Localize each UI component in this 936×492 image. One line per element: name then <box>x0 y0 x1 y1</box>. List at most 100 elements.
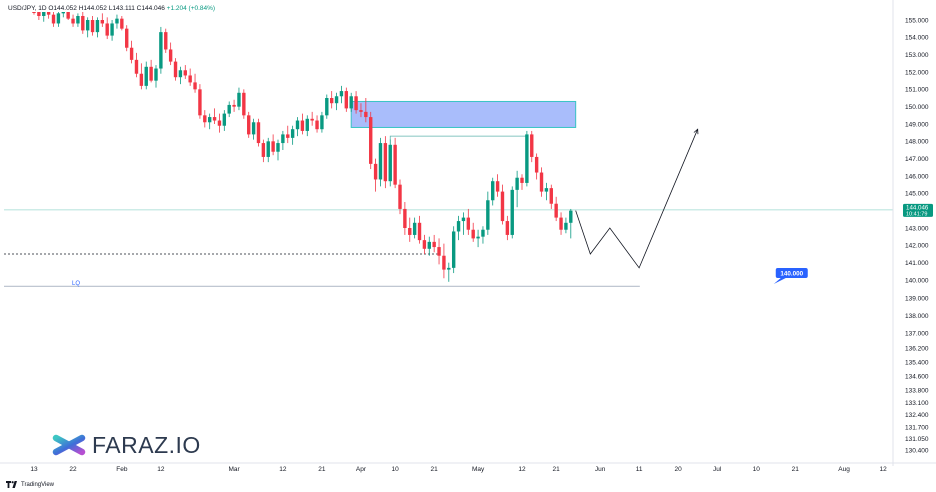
candle-body <box>188 75 192 83</box>
price-tick-label: 145.000 <box>905 191 929 198</box>
candle-body <box>71 18 75 24</box>
level-lines <box>4 135 893 287</box>
price-tick-label: 135.400 <box>905 359 929 366</box>
price-change: +1.204 (+0.84%) <box>166 5 216 12</box>
candle-body <box>300 120 305 131</box>
candle-body <box>232 104 236 107</box>
candle-body <box>412 222 417 235</box>
current-price-value: 144.046 <box>906 204 929 211</box>
candle-body <box>105 23 109 36</box>
candle-body <box>85 20 90 31</box>
candle-down <box>66 12 70 20</box>
candle-up <box>61 12 65 18</box>
candle-body <box>32 12 36 13</box>
candle-body <box>90 20 95 33</box>
candle-body <box>207 117 212 123</box>
tradingview-footer[interactable]: TradingView <box>6 481 54 488</box>
candle-up <box>144 61 148 90</box>
price-tick-label: 137.000 <box>905 330 929 337</box>
time-tick-label: 21 <box>792 466 800 473</box>
candle-body <box>251 122 256 135</box>
time-tick-label: 13 <box>30 466 38 473</box>
candle-down <box>129 40 134 64</box>
candle-body <box>261 143 266 157</box>
time-tick-label: 11 <box>636 466 643 473</box>
price-tick-label: 132.400 <box>905 412 929 419</box>
candle-body <box>559 217 563 230</box>
star-logo-icon <box>52 428 86 462</box>
candle-body <box>354 96 358 111</box>
candle-down <box>369 111 373 170</box>
candle-body <box>37 12 41 16</box>
candle-up <box>491 177 495 206</box>
projection-arrowhead <box>693 128 699 135</box>
tradingview-label: TradingView <box>21 481 55 488</box>
candle-down <box>500 184 505 225</box>
candle-body <box>217 120 222 126</box>
candle-body <box>46 12 51 15</box>
time-tick-label: 20 <box>675 466 683 473</box>
candle-up <box>42 12 46 22</box>
candle-up <box>510 186 514 239</box>
supply-zone-box <box>350 100 577 128</box>
candle-body <box>437 247 441 256</box>
candle-up <box>388 139 392 187</box>
candle-body <box>61 12 65 14</box>
symbol-header: USD/JPY, 1D O144.052 H144.052 L143.111 C… <box>8 5 215 12</box>
candle-body <box>115 18 119 24</box>
candle-up <box>290 125 295 145</box>
price-tick-label: 150.000 <box>905 104 929 111</box>
time-tick-label: Aug <box>838 466 850 473</box>
price-axis[interactable]: 155.000 154.000 153.000 152.000 151.000 150.0… <box>892 0 933 466</box>
candle-down <box>383 136 388 189</box>
price-tick-label: 148.000 <box>905 139 929 146</box>
target-callout-bg <box>775 268 808 278</box>
candle-body <box>486 200 490 230</box>
price-tick-label: 141.000 <box>905 260 929 267</box>
candle-up <box>178 66 183 85</box>
candle-body <box>364 111 368 118</box>
candle-body <box>295 120 300 130</box>
candle-down <box>559 212 563 235</box>
time-axis[interactable]: 13 22 Feb 12 Mar 12 21 Apr 10 21 May 12 21 Jun 11 20 Jul… <box>0 462 936 473</box>
candle-body <box>325 98 329 116</box>
candle-body <box>310 118 314 121</box>
current-price-tag-bg <box>903 203 933 217</box>
candle-up <box>569 208 573 239</box>
candle-body <box>168 49 173 62</box>
candle-up <box>515 170 519 208</box>
candle-down <box>90 16 95 36</box>
candle-down <box>183 65 187 79</box>
candle-body <box>510 189 514 235</box>
candle-down <box>373 158 378 192</box>
price-tick-label: 140.000 <box>905 277 929 284</box>
candle-down <box>329 91 334 109</box>
price-tick-label: 131.700 <box>905 424 929 431</box>
candle-body <box>51 14 56 24</box>
candle-up <box>481 226 485 244</box>
candle-body <box>227 104 231 114</box>
candle-body <box>471 229 475 239</box>
candle-up <box>412 217 417 239</box>
candle-body <box>154 68 158 81</box>
ohlc-values: O144.052 H144.052 L143.111 C144.046 <box>48 5 165 12</box>
candle-body <box>286 134 290 138</box>
projection-polyline <box>575 129 699 269</box>
tradingview-logo-icon <box>6 481 17 488</box>
candle-body <box>203 115 207 123</box>
candle-down <box>466 208 471 235</box>
target-value: 140.000 <box>780 270 803 277</box>
candle-body <box>373 163 378 180</box>
candle-body <box>481 229 485 237</box>
candle-body <box>451 231 456 268</box>
candle-body <box>456 221 461 232</box>
time-tick-label: May <box>472 466 485 473</box>
candle-body <box>315 120 319 130</box>
candles <box>32 12 573 282</box>
target-callout-pointer <box>773 278 786 284</box>
candle-body <box>212 117 217 121</box>
time-tick-label: Mar <box>228 466 240 473</box>
candle-down <box>398 179 402 215</box>
candle-up <box>56 12 61 27</box>
